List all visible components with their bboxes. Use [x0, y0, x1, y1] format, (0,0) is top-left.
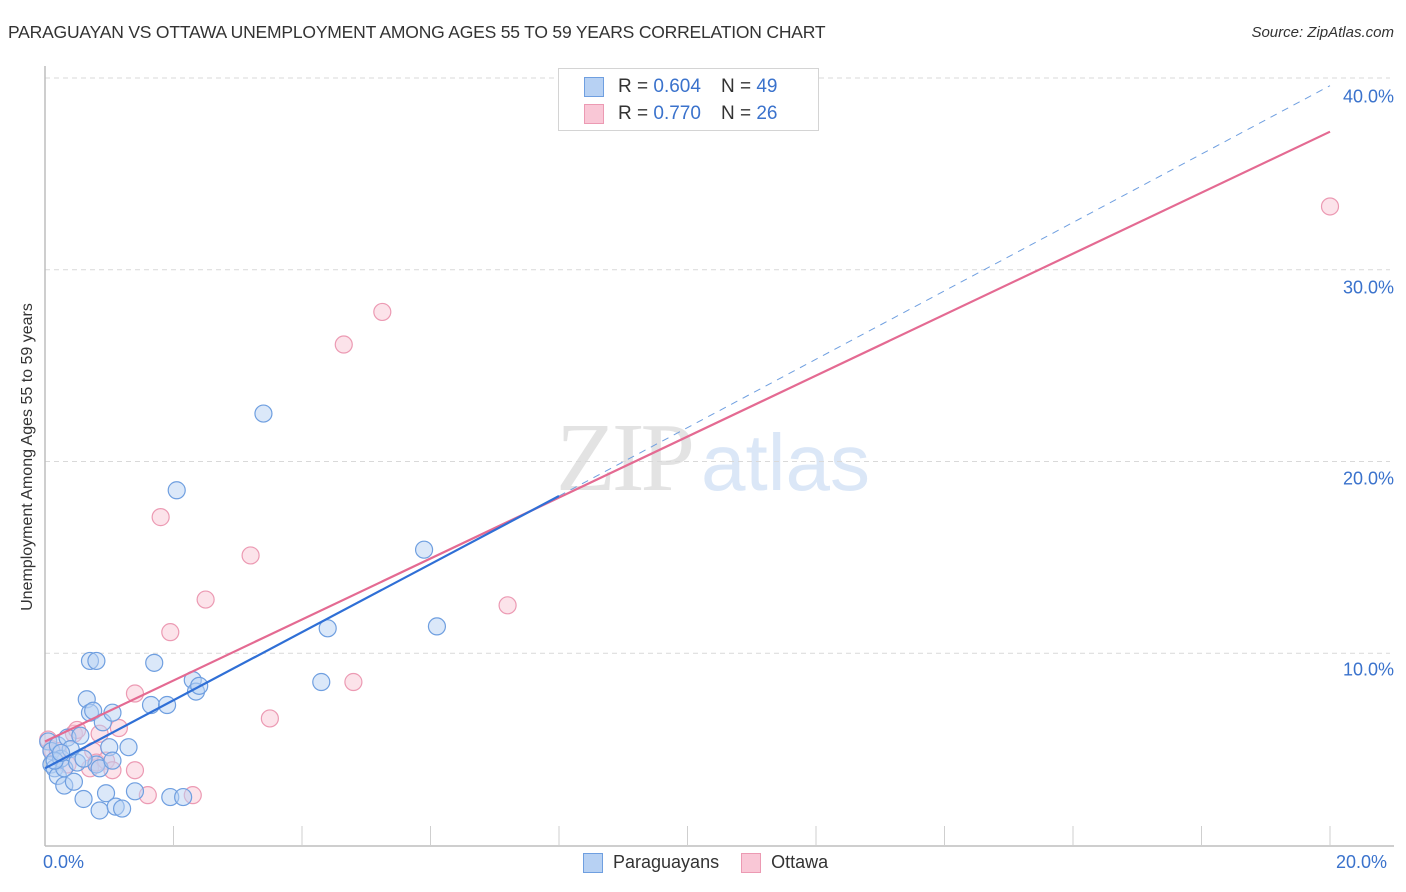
- legend-row-paraguayans: R = 0.604 N = 49: [584, 75, 777, 99]
- ottawa-data-point: [125, 761, 145, 780]
- paraguayans-data-point: [90, 801, 109, 820]
- ottawa-swatch-icon: [741, 852, 762, 873]
- x-tick-20: 20.0%: [1336, 852, 1388, 872]
- ottawa-data-point: [1320, 197, 1340, 216]
- legend-row-ottawa: R = 0.770 N = 26: [584, 102, 777, 126]
- ottawa-points: [39, 197, 1340, 805]
- paraguayans-data-point: [74, 789, 93, 809]
- source-label: Source: ZipAtlas.com: [1251, 24, 1394, 41]
- n-value: 26: [756, 103, 778, 124]
- ottawa-data-point: [498, 596, 517, 615]
- r-value: 0.770: [653, 103, 701, 124]
- paraguayans-data-point: [103, 751, 122, 770]
- paraguayans-trend-line: [44, 495, 560, 770]
- paraguayans-data-point: [174, 787, 193, 807]
- paraguayans-data-point: [167, 481, 186, 500]
- paraguayans-data-point: [145, 653, 164, 672]
- paraguayans-data-point: [254, 404, 273, 423]
- r-value: 0.604: [653, 76, 701, 97]
- paraguayans-data-point: [74, 749, 93, 768]
- r-label: R =: [618, 76, 649, 97]
- ottawa-data-point: [260, 709, 279, 728]
- paraguayans-data-point: [64, 772, 84, 791]
- series-legend: Paraguayans Ottawa: [583, 852, 850, 873]
- y-axis-label: Unemployment Among Ages 55 to 59 years: [19, 303, 36, 611]
- ottawa-trend-line: [44, 130, 1331, 743]
- ottawa-swatch-icon: [584, 104, 604, 124]
- chart-title: PARAGUAYAN VS OTTAWA UNEMPLOYMENT AMONG …: [8, 22, 826, 42]
- y-tick-20: 20.0%: [1342, 468, 1394, 489]
- paraguayans-data-point: [125, 782, 145, 801]
- paraguayans-data-point: [87, 651, 106, 671]
- stats-legend: R = 0.604 N = 49 R = 0.770 N = 26: [558, 68, 819, 131]
- legend-item-ottawa[interactable]: Ottawa: [741, 852, 828, 873]
- legend-label: Paraguayans: [613, 852, 720, 872]
- n-value: 49: [756, 76, 778, 97]
- y-tick-10: 10.0%: [1342, 659, 1394, 680]
- gridlines: [45, 77, 1390, 654]
- paraguayans-data-point: [119, 738, 138, 757]
- paraguayans-data-point: [71, 726, 90, 745]
- axes: [44, 66, 1394, 847]
- x-tick-0: 0.0%: [43, 852, 85, 872]
- ottawa-data-point: [151, 508, 170, 527]
- y-tick-30: 30.0%: [1342, 277, 1394, 298]
- n-label: N =: [720, 103, 752, 124]
- ottawa-data-point: [373, 302, 392, 322]
- paraguayans-data-point: [427, 617, 447, 636]
- paraguayans-data-point: [318, 619, 337, 638]
- paraguayans-swatch-icon: [584, 77, 604, 97]
- r-label: R =: [618, 103, 649, 124]
- paraguayans-data-point: [112, 799, 132, 818]
- paraguayans-data-point: [157, 695, 177, 715]
- y-tick-40: 40.0%: [1342, 86, 1394, 107]
- paraguayans-trend-extension: [558, 85, 1331, 497]
- paraguayans-data-point: [96, 784, 116, 803]
- ottawa-data-point: [241, 546, 260, 565]
- ottawa-data-point: [334, 335, 353, 354]
- paraguayans-data-point: [312, 672, 331, 692]
- legend-label: Ottawa: [771, 852, 829, 872]
- paraguayans-points: [39, 404, 447, 820]
- legend-item-paraguayans[interactable]: Paraguayans: [583, 852, 719, 873]
- ottawa-data-point: [161, 623, 180, 642]
- ottawa-data-point: [196, 590, 215, 609]
- trend-lines: [44, 85, 1331, 770]
- paraguayans-data-point: [414, 540, 434, 559]
- paraguayans-swatch-icon: [583, 852, 603, 873]
- ottawa-data-point: [344, 672, 363, 692]
- n-label: N =: [720, 76, 752, 97]
